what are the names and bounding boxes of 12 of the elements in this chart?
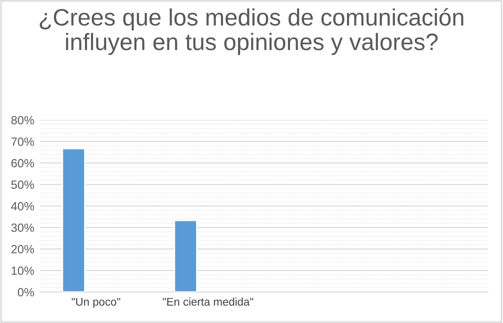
y-tick-label: 20%: [11, 245, 34, 254]
y-tick-label: 70%: [11, 138, 34, 146]
y-tick-label: 60%: [11, 159, 34, 168]
y-tick-label: 0%: [18, 288, 34, 296]
y-tick-label: 10%: [12, 266, 34, 275]
y-tick-label: 80%: [11, 116, 34, 124]
y-tick-label: 30%: [11, 224, 34, 232]
x-tick-label: "Un poco": [72, 298, 120, 308]
y-tick-label: 50%: [11, 180, 34, 189]
chart-title: ¿Crees que los medios de comunicación influyen en tus opiniones y valores?: [40, 8, 464, 55]
x-tick-label: "En cierta medida": [162, 298, 254, 306]
y-tick-label: 40%: [11, 202, 34, 210]
